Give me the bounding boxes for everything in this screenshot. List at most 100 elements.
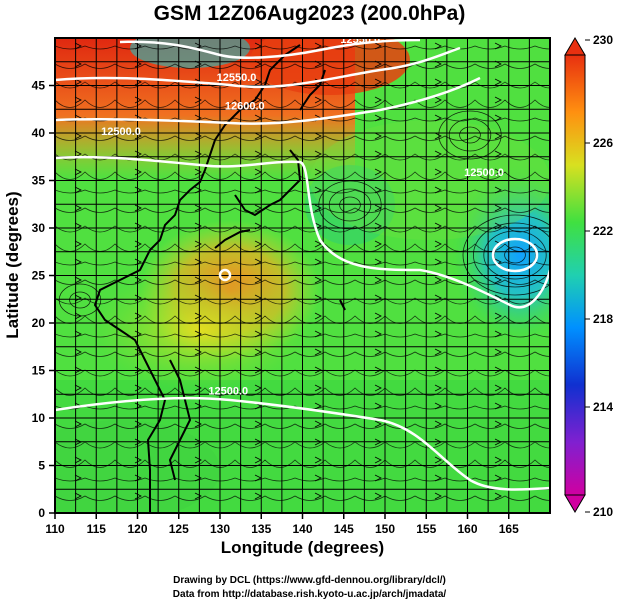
x-tick-label: 165 (499, 522, 519, 536)
wind-arrow (434, 96, 442, 104)
wind-arrow (254, 294, 262, 302)
wind-arrow (374, 438, 382, 446)
wind-arrow (434, 186, 442, 194)
colorbar-tick-label: 214 (593, 400, 613, 414)
wind-arrow (254, 222, 262, 230)
wind-arrow (134, 420, 142, 428)
wind-arrow (494, 348, 502, 356)
wind-arrow (194, 96, 202, 104)
wind-arrow (434, 240, 442, 248)
contour-label: 12550.0 (217, 72, 257, 84)
wind-arrow (494, 96, 502, 104)
map-title: GSM 12Z06Aug2023 (200.0hPa) (153, 2, 466, 25)
wind-arrow (134, 96, 142, 104)
wind-arrow (494, 366, 502, 374)
vortex-streamline (58, 283, 102, 317)
streamline (55, 495, 550, 501)
wind-arrow (134, 330, 142, 338)
wind-arrow (134, 42, 142, 50)
wind-arrow (254, 492, 262, 500)
wind-arrow (434, 492, 442, 500)
streamline (55, 423, 550, 429)
credit-data-source: Data from http://database.rish.kyoto-u.a… (172, 589, 447, 600)
contour-label: 12500.0 (101, 126, 141, 138)
streamline (55, 63, 550, 69)
wind-arrow (194, 204, 202, 212)
wind-arrow (434, 114, 442, 122)
coastlines (93, 44, 346, 513)
streamline (55, 459, 550, 468)
wind-arrow (374, 384, 382, 392)
wind-arrow (254, 186, 262, 194)
wind-arrow (74, 294, 82, 302)
x-tick-label: 150 (375, 522, 395, 536)
colorbar-top-arrow (564, 37, 586, 56)
wind-arrow (74, 330, 82, 338)
wind-arrow (374, 456, 382, 464)
wind-arrow (434, 366, 442, 374)
vortex-streamline (339, 196, 361, 214)
x-tick-label: 110 (45, 522, 65, 536)
wind-arrow (434, 420, 442, 428)
streamline (55, 243, 550, 252)
wind-arrow (374, 150, 382, 158)
wind-streamlines (55, 42, 550, 501)
wind-arrow (434, 438, 442, 446)
x-tick-label: 130 (210, 522, 230, 536)
wind-arrow (134, 384, 142, 392)
credit-drawing: Drawing by DCL (https://www.gfd-dennou.o… (173, 575, 446, 586)
colorbar-tick-label: 222 (593, 224, 613, 238)
contour-label: 12600.0 (225, 100, 265, 112)
wind-arrow (194, 186, 202, 194)
wind-arrow (194, 456, 202, 464)
streamline (55, 441, 550, 449)
x-tick-label: 145 (334, 522, 354, 536)
wind-arrow (374, 60, 382, 68)
wind-arrow (74, 186, 82, 194)
wind-arrow (134, 312, 142, 320)
wind-arrow (194, 222, 202, 230)
wind-arrow (74, 204, 82, 212)
y-tick-label: 5 (38, 459, 45, 473)
wind-arrow (434, 276, 442, 284)
streamline (55, 369, 550, 377)
wind-arrow (134, 402, 142, 410)
wind-arrow (134, 474, 142, 482)
wind-arrow (254, 240, 262, 248)
wind-arrow (314, 492, 322, 500)
colorbar-body (564, 54, 586, 496)
wind-arrow (494, 276, 502, 284)
streamline (55, 387, 550, 396)
wind-arrow (314, 402, 322, 410)
wind-arrow (434, 456, 442, 464)
streamline (55, 189, 550, 194)
wind-arrow (434, 258, 442, 266)
wind-arrow (494, 42, 502, 50)
vortex-streamline (328, 188, 372, 222)
wind-arrow (314, 330, 322, 338)
wind-arrow (434, 294, 442, 302)
wind-arrow (374, 474, 382, 482)
wind-arrow (134, 150, 142, 158)
wind-arrow (314, 438, 322, 446)
wind-arrow (374, 168, 382, 176)
wind-arrow (194, 240, 202, 248)
wind-arrow (314, 348, 322, 356)
wind-arrow (134, 168, 142, 176)
wind-arrow (314, 258, 322, 266)
wind-arrow (254, 276, 262, 284)
wind-arrow (134, 258, 142, 266)
wind-arrow (374, 78, 382, 86)
wind-arrow (314, 420, 322, 428)
wind-arrow (254, 366, 262, 374)
vortex-streamline (318, 180, 382, 230)
wind-arrow (374, 132, 382, 140)
wind-arrow (494, 438, 502, 446)
wind-arrow (74, 42, 82, 50)
contour-label: 12550.0 (340, 34, 380, 46)
wind-arrow (194, 492, 202, 500)
wind-arrow (434, 168, 442, 176)
y-tick-label: 25 (32, 269, 46, 283)
wind-arrow (254, 312, 262, 320)
wind-arrow (374, 348, 382, 356)
